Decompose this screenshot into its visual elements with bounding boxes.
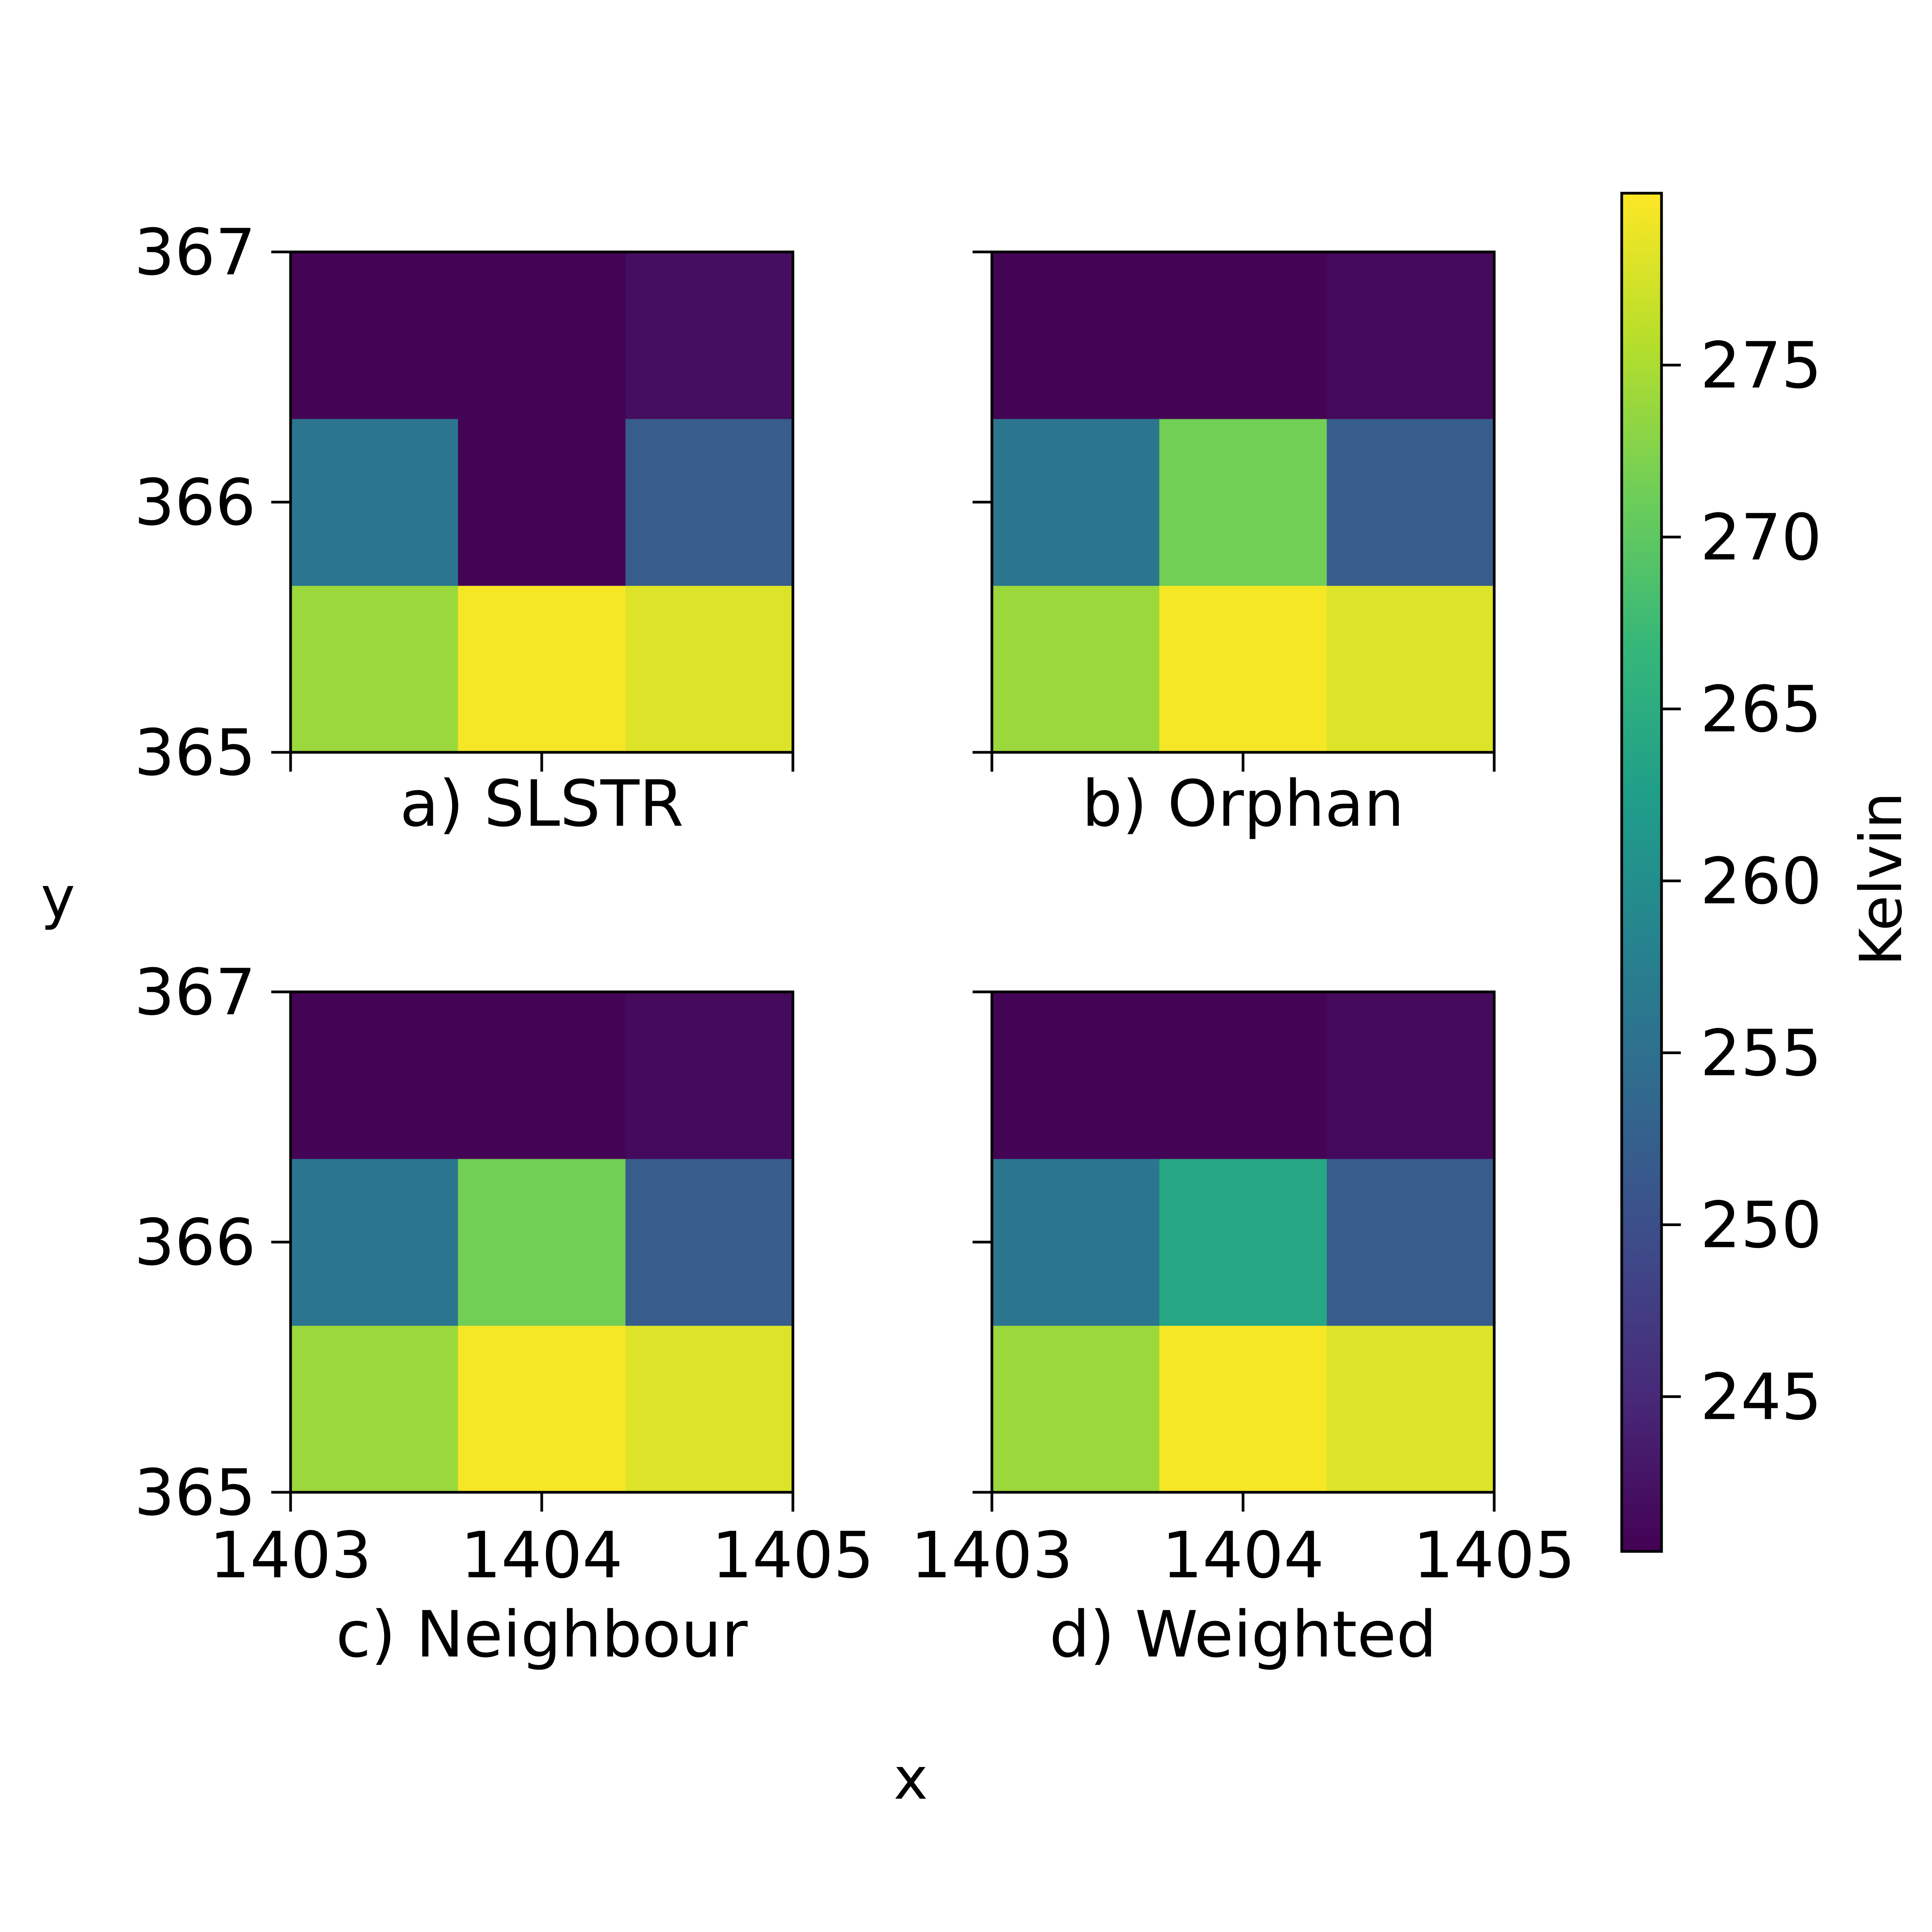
heatmap-cell (458, 252, 626, 419)
heatmap-cell (1327, 252, 1495, 419)
panel-title: a) SLSTR (400, 767, 684, 841)
y-tick-label: 366 (134, 466, 256, 540)
heatmap-cell (291, 1325, 459, 1493)
heatmap-cell (1159, 252, 1327, 419)
colorbar-tick-label: 250 (1700, 1188, 1822, 1262)
panel-2: b) Orphan (973, 250, 1496, 841)
colorbar-label: Kelvin (1848, 792, 1915, 966)
heatmap-cell (992, 252, 1160, 419)
heatmap-cell (1159, 1325, 1327, 1493)
colorbar-frame (1620, 192, 1663, 1553)
y-tick-label: 367 (134, 215, 256, 289)
y-tick-label: 367 (134, 955, 256, 1029)
heatmap-cell (291, 585, 459, 753)
heatmap-cell (1327, 418, 1495, 586)
y-tick-label: 366 (134, 1206, 256, 1280)
heatmap-cell (291, 252, 459, 419)
colorbar-tick-label: 260 (1700, 844, 1822, 918)
y-axis-label: y (41, 864, 75, 932)
x-tick-label: 1404 (1162, 1518, 1324, 1592)
heatmap-cell (992, 418, 1160, 586)
heatmap-cell (1159, 1158, 1327, 1326)
heatmap-cell (625, 418, 793, 586)
heatmap-cell (291, 1158, 459, 1326)
panels: 365 366 367 a) SLSTR b) Orphan 1403 1404 1405 36… (134, 215, 1575, 1672)
colorbar: 245 250 255 260 265 270 275 Kelvin (1620, 192, 1915, 1553)
colorbar-tick-label: 270 (1700, 500, 1822, 575)
colorbar-ticks: 245 250 255 260 265 270 275 (1662, 328, 1822, 1434)
heatmap-cell (625, 992, 793, 1159)
panel-title: c) Neighbour (336, 1597, 748, 1672)
heatmap-cell (992, 585, 1160, 753)
heatmap-cell (458, 418, 626, 586)
heatmap-cell (1159, 585, 1327, 753)
x-tick-label: 1403 (911, 1518, 1073, 1592)
heatmap-cell (1159, 418, 1327, 586)
heatmap-cell (458, 992, 626, 1159)
panel-3: 1403 1404 1405 365 366 367 c) Neighbour (134, 955, 874, 1672)
heatmap-cell (992, 992, 1160, 1159)
heatmap-cell (625, 1325, 793, 1493)
heatmap-cell (291, 418, 459, 586)
heatmap-cell (1327, 992, 1495, 1159)
heatmap-cell (1327, 1158, 1495, 1326)
x-tick-label: 1403 (209, 1518, 372, 1592)
x-tick-label: 1405 (1413, 1518, 1575, 1592)
heatmap-cell (458, 1158, 626, 1326)
heatmap-cell (1327, 1325, 1495, 1493)
y-tick-label: 365 (134, 1456, 256, 1530)
panel-title: b) Orphan (1082, 767, 1404, 841)
panel-title: d) Weighted (1049, 1597, 1437, 1672)
heatmap-cell (625, 585, 793, 753)
heatmap-cell (458, 1325, 626, 1493)
heatmap-cell (1327, 585, 1495, 753)
colorbar-gradient (1622, 193, 1662, 1551)
heatmap-cell (625, 1158, 793, 1326)
colorbar-tick-label: 255 (1700, 1016, 1822, 1090)
heatmap-cell (291, 992, 459, 1159)
heatmap-cell (458, 585, 626, 753)
colorbar-tick-label: 245 (1700, 1360, 1822, 1434)
x-tick-label: 1405 (712, 1518, 874, 1592)
heatmap-cell (625, 252, 793, 419)
x-tick-label: 1404 (461, 1518, 623, 1592)
colorbar-tick-label: 275 (1700, 328, 1822, 403)
heatmap-cell (1159, 992, 1327, 1159)
x-axis-label: x (894, 1745, 928, 1813)
heatmap-cell (992, 1325, 1160, 1493)
y-tick-label: 365 (134, 716, 256, 790)
colorbar-tick-label: 265 (1700, 672, 1822, 747)
panel-1: 365 366 367 a) SLSTR (134, 215, 794, 841)
heatmap-cell (992, 1158, 1160, 1326)
